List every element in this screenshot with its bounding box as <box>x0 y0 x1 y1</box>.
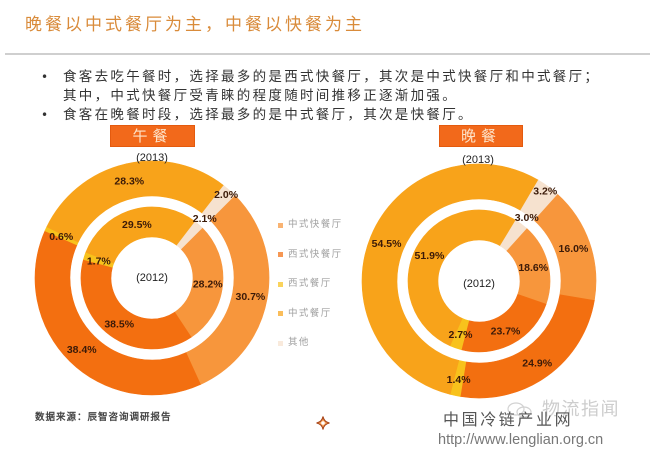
donut-slice-other <box>499 219 527 251</box>
donut-slice-chinese-restaurant <box>361 163 539 395</box>
legend-label: 其他 <box>288 337 310 348</box>
page-title: 晚餐以中式餐厅为主，中餐以快餐为主 <box>25 15 365 35</box>
donut-slice-chinese-fast-food <box>185 194 270 385</box>
lunch-outer-ring-label: (2013) <box>136 152 168 164</box>
slice-label-other: 3.0% <box>515 212 540 224</box>
legend-label: 中式餐厅 <box>288 307 332 319</box>
donut-slice-other <box>176 221 203 250</box>
wechat-icon <box>507 402 532 418</box>
bullet-marker: • <box>41 70 49 84</box>
slice-label-western-restaurant: 2.7% <box>449 329 474 341</box>
bullet-marker: • <box>41 108 49 122</box>
site-url-watermark: http://www.lenglian.org.cn <box>438 432 604 448</box>
slices-layer <box>34 160 597 399</box>
four-point-star-icon <box>316 416 330 430</box>
bullet-text: 食客去吃午餐时，选择最多的是西式快餐厅，其次是中式快餐厅和中式餐厅； <box>63 69 601 85</box>
donut-slice-western-fast-food <box>34 230 201 396</box>
legend-swatch <box>278 281 283 287</box>
lunch-inner-ring-label: (2012) <box>136 272 168 284</box>
donut-slice-western-fast-food <box>80 259 192 350</box>
slice-label-chinese-restaurant: 28.3% <box>114 176 144 188</box>
legend-label: 西式餐厅 <box>288 278 332 289</box>
chart-legend: 中式快餐厅 西式快餐厅 西式餐厅 中式餐厅 其他 <box>278 220 343 348</box>
wechat-watermark: 物流指闻 <box>542 399 620 420</box>
dinner-chart-header: 晚餐 <box>439 125 523 147</box>
legend-swatch <box>278 252 283 257</box>
slice-label-chinese-restaurant: 54.5% <box>372 238 402 250</box>
donut-slice-chinese-restaurant <box>407 209 517 347</box>
legend-swatch <box>278 222 283 228</box>
slice-label-chinese-fast-food: 28.2% <box>193 279 223 291</box>
legend-swatch <box>278 340 283 346</box>
slice-label-chinese-restaurant: 51.9% <box>415 250 445 262</box>
dinner-outer-ring-label: (2013) <box>462 154 494 166</box>
legend-swatch <box>278 311 283 316</box>
slice-label-other: 3.2% <box>533 186 558 198</box>
legend-item-western-fast-food: 西式快餐厅 <box>278 248 343 260</box>
slice-label-western-fast-food: 38.4% <box>67 344 97 356</box>
slice-label-chinese-fast-food: 30.7% <box>236 291 266 303</box>
legend-item-other: 其他 <box>278 338 343 348</box>
slice-label-other: 2.1% <box>193 213 218 225</box>
title-divider <box>5 53 650 55</box>
bullet-text: 食客在晚餐时段，选择最多的是中式餐厅，其次是快餐厅。 <box>63 107 474 123</box>
legend-item-western-restaurant: 西式餐厅 <box>278 279 343 289</box>
slice-label-western-restaurant: 1.7% <box>87 256 112 268</box>
dinner-inner-ring-label: (2012) <box>463 278 495 290</box>
donut-slice-other <box>201 185 236 221</box>
lunch-chart-header: 午餐 <box>110 125 195 147</box>
bullet-text-continued: 其中，中式快餐厅受青睐的程度随时间推移正逐渐加强。 <box>63 88 458 104</box>
slice-label-chinese-fast-food: 18.6% <box>518 262 548 274</box>
site-name-watermark: 中国冷链产业网 <box>443 410 574 429</box>
labels-layer: 30.7% 38.4% 0.6% 28.3% 2.0% 28.2% 38.5% 1.7% 29.… <box>49 176 589 386</box>
data-source-note: 数据来源：辰智咨询调研报告 <box>35 412 172 423</box>
slice-label-chinese-restaurant: 29.5% <box>122 219 152 231</box>
slice-label-chinese-fast-food: 16.0% <box>559 243 589 255</box>
legend-label: 西式快餐厅 <box>288 248 343 260</box>
slice-label-western-restaurant: 1.4% <box>447 374 472 386</box>
legend-label: 中式快餐厅 <box>288 219 343 230</box>
slice-label-western-fast-food: 24.9% <box>522 357 552 369</box>
legend-item-chinese-restaurant: 中式餐厅 <box>278 307 343 319</box>
slice-label-other: 2.0% <box>214 189 239 201</box>
slice-label-western-fast-food: 38.5% <box>104 318 134 330</box>
legend-item-chinese-fast-food: 中式快餐厅 <box>278 220 343 230</box>
slice-label-western-restaurant: 0.6% <box>49 231 74 243</box>
slice-label-western-fast-food: 23.7% <box>491 325 521 337</box>
donut-slice-other <box>520 179 558 221</box>
